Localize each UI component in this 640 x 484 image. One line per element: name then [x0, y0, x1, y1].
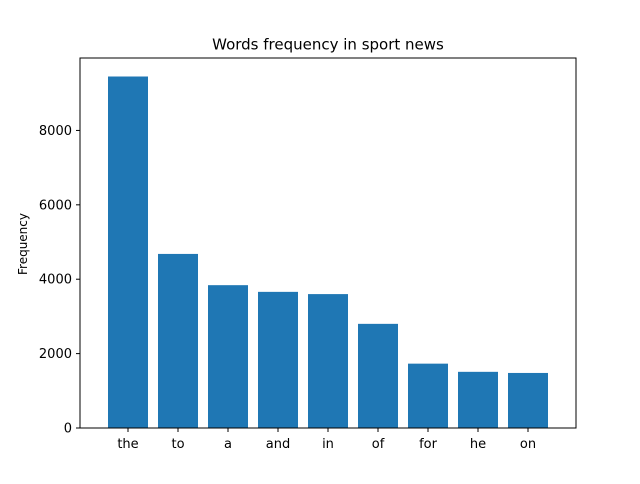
y-tick-label-8000: 8000: [39, 124, 72, 139]
plot-frame: [79, 57, 577, 429]
bar-to: [158, 253, 198, 428]
axes-layer: the to a and in of for he on 0 2000 4000 6000 8000: [39, 124, 536, 452]
bar-of: [358, 323, 398, 428]
y-tick-label-0: 0: [64, 422, 72, 437]
bar-for: [408, 363, 448, 428]
x-tick-label-to: to: [171, 437, 184, 452]
bar-and: [258, 291, 298, 428]
bar-a: [208, 285, 248, 428]
y-tick-label-6000: 6000: [39, 198, 72, 213]
x-tick-label-for: for: [419, 437, 438, 452]
x-tick-label-a: a: [224, 437, 232, 452]
x-tick-label-of: of: [372, 437, 385, 452]
bar-on: [508, 372, 548, 428]
x-tick-label-and: and: [266, 437, 290, 452]
chart-title: Words frequency in sport news: [212, 36, 444, 54]
y-axis-label: Frequency: [16, 213, 30, 275]
y-tick-label-2000: 2000: [39, 347, 72, 362]
bar-he: [458, 371, 498, 428]
x-tick-label-the: the: [117, 437, 138, 452]
bar-the: [108, 76, 148, 428]
y-tick-label-4000: 4000: [39, 273, 72, 288]
bar-in: [308, 294, 348, 428]
bars-layer: [108, 76, 548, 428]
x-tick-label-on: on: [520, 437, 536, 452]
x-tick-label-he: he: [470, 437, 486, 452]
x-tick-label-in: in: [322, 437, 334, 452]
